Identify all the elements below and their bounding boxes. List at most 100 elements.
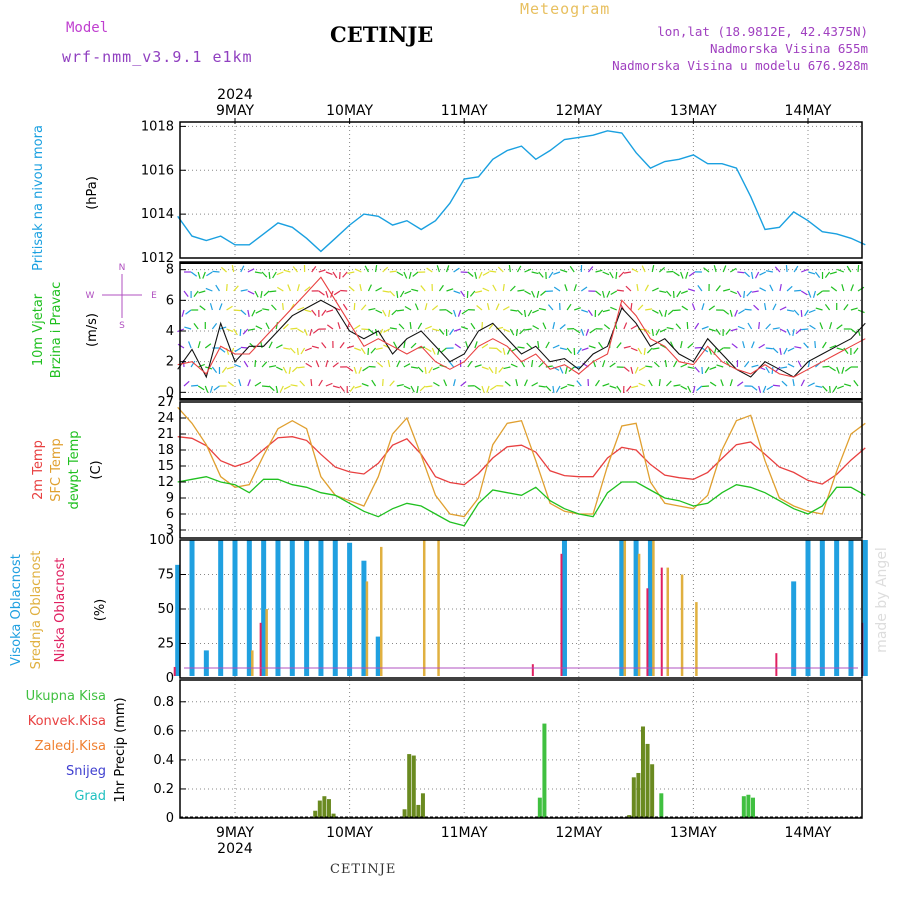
compass-e: E (151, 291, 157, 301)
wind-arrow (502, 283, 505, 292)
wind-arrow (292, 266, 298, 273)
wind-arrow (431, 347, 436, 355)
wind-arrow (696, 385, 703, 392)
wind-arrow (289, 347, 296, 354)
wind-arrow (305, 362, 313, 368)
wind-arrow (552, 344, 560, 349)
wind-arrow (623, 345, 631, 349)
wind-arrow (388, 309, 391, 318)
wind-arrow (744, 308, 752, 311)
wind-arrow (332, 271, 338, 279)
wind-arrow (857, 286, 865, 292)
wind-arrow (829, 322, 833, 330)
wind-arrow (630, 347, 638, 352)
wind-arrow (263, 290, 270, 297)
wind-arrow (283, 269, 291, 273)
wind-arrow (177, 343, 185, 349)
wind-arrow (411, 288, 419, 292)
wind-arrow (694, 322, 700, 330)
wind-arrow (296, 284, 300, 292)
wind-arrow (602, 271, 610, 276)
wind-arrow (233, 309, 241, 312)
wind-arrow (517, 346, 525, 349)
wind-arrow (602, 383, 610, 387)
y-tick-label: 0 (166, 671, 174, 686)
wind-arrow (221, 366, 228, 373)
wind-arrow (243, 360, 249, 368)
wind-arrow (801, 268, 808, 273)
wind-arrow (538, 361, 545, 368)
wind-arrow (268, 341, 273, 349)
wind-arrow (731, 343, 738, 349)
wind-arrow (758, 385, 762, 393)
wind-speed-series (177, 299, 866, 379)
wind-arrow (581, 309, 589, 313)
wind-arrow (382, 309, 387, 317)
wind-arrow (623, 271, 632, 274)
wind-arrow (213, 385, 220, 391)
wind-arrow (339, 385, 345, 392)
wind-arrow (353, 324, 361, 330)
day-label-top: 11MAY (441, 103, 488, 119)
wind-arrow (197, 341, 201, 349)
wind-arrow (800, 290, 808, 296)
wind-arrow (231, 265, 235, 273)
wind-arrow (325, 271, 333, 275)
cloud-high-bar (218, 540, 224, 676)
y-tick-label: 0.8 (153, 695, 174, 710)
wind-arrow (762, 385, 767, 393)
wind-arrow (824, 271, 831, 278)
wind-arrow (772, 347, 779, 354)
wind-arrow (361, 383, 369, 387)
wind-arrow (623, 366, 630, 372)
wind-arrow (247, 268, 255, 273)
wind-arrow (185, 309, 192, 315)
wind-arrow (300, 347, 306, 355)
wind-arrow (467, 360, 473, 368)
wind-arrow (769, 284, 774, 292)
wind-arrow (404, 305, 412, 311)
wind-arrow (403, 363, 411, 368)
wind-arrow (193, 323, 199, 330)
cloud-mid-bar (365, 581, 369, 676)
wind-arrow (780, 366, 788, 369)
wind-arrow (531, 382, 539, 387)
wind-arrow (332, 362, 339, 368)
wind-arrow (482, 287, 490, 292)
y-tick-label: 1018 (141, 119, 174, 134)
wind-arrow (793, 265, 799, 273)
wind-arrow (709, 366, 717, 370)
wind-arrow (794, 346, 802, 349)
wind-arrow (497, 266, 504, 273)
wind-arrow (251, 309, 256, 317)
wind-arrow (772, 303, 777, 311)
wind-arrow (198, 290, 206, 294)
wind-arrow (853, 380, 859, 387)
wind-arrow (559, 324, 566, 330)
wind-arrow (347, 271, 355, 275)
wind-arrow (606, 290, 611, 298)
wind-arrow (371, 379, 377, 387)
cloud-mid-bar (637, 553, 641, 676)
wind-arrow (262, 308, 270, 311)
wind-arrow (488, 366, 494, 374)
wind-arrow (453, 267, 460, 273)
wind-arrow (193, 290, 199, 297)
precip-bar (420, 793, 425, 818)
wind-arrow (287, 284, 291, 292)
wind-arrow (566, 347, 573, 354)
wind-arrow (211, 323, 218, 330)
wind-arrow (704, 366, 710, 374)
wind-arrow (637, 347, 643, 355)
wind-unit: (m/s) (85, 313, 100, 347)
wind-arrow (829, 344, 837, 349)
y-tick-label: 18 (157, 443, 174, 458)
wind-arrow (829, 366, 836, 372)
wind-arrow (829, 385, 831, 394)
cloud-unit: (%) (93, 599, 108, 622)
wind-arrow (304, 347, 312, 352)
wind-arrow (396, 290, 399, 299)
page-title: CETINJE (330, 22, 434, 47)
wind-arrow (688, 271, 696, 277)
y-tick-label: 27 (157, 395, 174, 410)
